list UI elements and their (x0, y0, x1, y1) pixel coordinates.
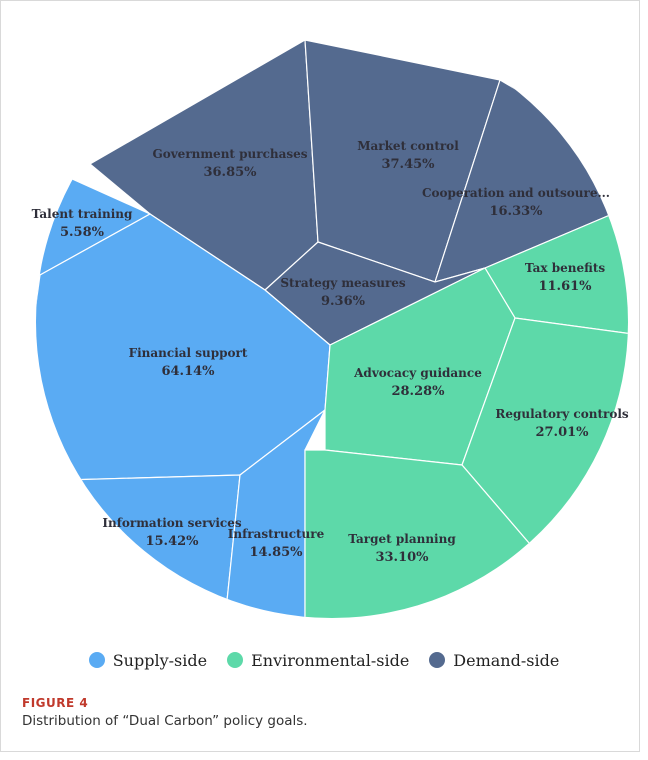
cell-label-financial-support: Financial support (129, 346, 248, 360)
cell-value-information-services: 15.42% (145, 534, 199, 549)
legend-item-supply[interactable]: Supply-side (88, 650, 208, 670)
cell-value-strategy-measures: 9.36% (321, 294, 366, 309)
cell-value-financial-support: 64.14% (161, 364, 215, 379)
cell-value-cooperation: 16.33% (489, 204, 543, 219)
figure-label: FIGURE 4 (22, 696, 89, 710)
cell-value-government-purchases: 36.85% (203, 165, 257, 180)
cell-value-market-control: 37.45% (381, 157, 435, 172)
cell-label-cooperation: Cooperation and outsoure... (422, 186, 610, 200)
chart-legend: Supply-side Environmental-side Demand-si… (0, 648, 648, 672)
legend-swatch-supply (88, 652, 105, 668)
cell-label-target-planning: Target planning (348, 532, 456, 546)
voronoi-pie-chart: Government purchases 36.85% Market control… (32, 38, 629, 620)
cell-label-information-services: Information services (102, 516, 241, 530)
figure-caption: Distribution of “Dual Carbon” policy goa… (22, 713, 308, 729)
legend-item-demand[interactable]: Demand-side (429, 651, 559, 670)
legend-item-environmental[interactable]: Environmental-side (227, 651, 409, 670)
cell-label-government-purchases: Government purchases (152, 147, 307, 161)
cell-label-tax-benefits: Tax benefits (525, 261, 606, 275)
cell-label-regulatory-controls: Regulatory controls (495, 407, 629, 421)
cell-value-advocacy-guidance: 28.28% (391, 384, 445, 399)
legend-label-demand: Demand-side (453, 650, 560, 670)
cell-value-regulatory-controls: 27.01% (535, 425, 589, 440)
cell-label-advocacy-guidance: Advocacy guidance (353, 366, 482, 380)
cell-label-talent-training: Talent training (32, 207, 133, 221)
cell-value-infrastructure: 14.85% (249, 545, 303, 560)
legend-swatch-demand (429, 652, 446, 668)
legend-label-supply: Supply-side (112, 650, 208, 670)
cell-value-target-planning: 33.10% (375, 550, 429, 565)
cell-label-infrastructure: Infrastructure (228, 527, 325, 541)
cell-value-talent-training: 5.58% (60, 225, 105, 240)
cell-label-strategy-measures: Strategy measures (280, 276, 406, 290)
cell-value-tax-benefits: 11.61% (538, 279, 592, 294)
cell-label-market-control: Market control (357, 139, 459, 153)
cell-information-services[interactable] (39, 474, 241, 620)
legend-label-environmental: Environmental-side (251, 650, 410, 670)
legend-swatch-environmental (227, 652, 244, 668)
